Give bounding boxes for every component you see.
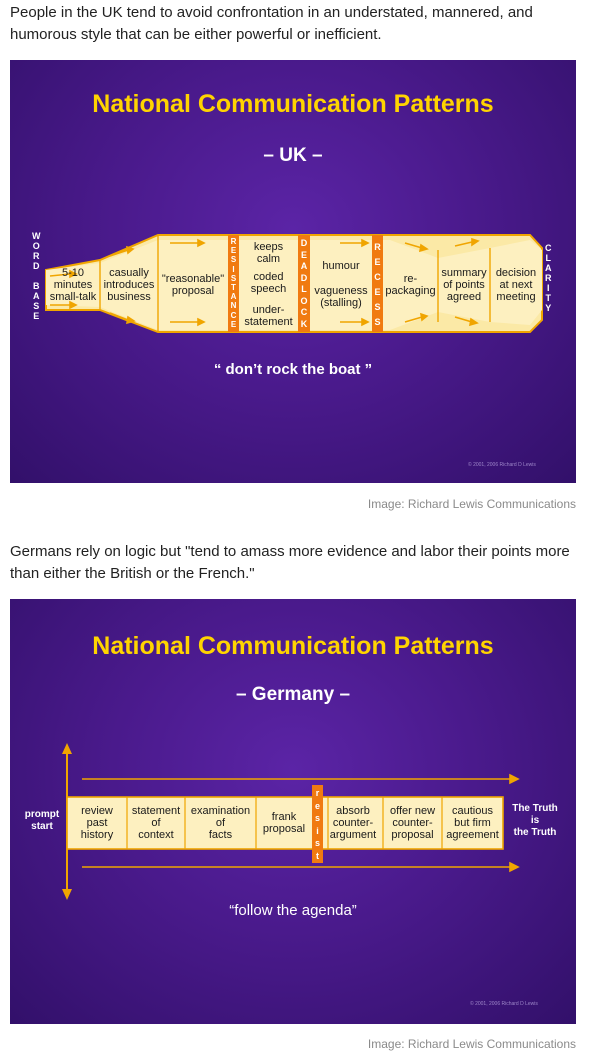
deadlock-letter: L [301, 284, 307, 294]
recess-letter: E [374, 287, 381, 297]
resistance-letter: S [230, 255, 237, 265]
deadlock-letter: C [300, 307, 308, 317]
word-base-letter: E [33, 311, 40, 321]
resistance-letter: E [230, 246, 237, 256]
clarity-label: C L A R I T Y [545, 243, 552, 313]
uk-stage-understatement: under- statement [244, 304, 293, 328]
intro-paragraph-uk: People in the UK tend to avoid confronta… [10, 4, 533, 43]
intro-paragraph-germany: Germans rely on logic but "tend to amass… [10, 543, 570, 582]
resist-letter: i [316, 825, 319, 836]
uk-stage-keeps-calm: keeps calm [253, 241, 284, 265]
word-base-letter: O [32, 241, 40, 251]
deadlock-letter: O [300, 295, 308, 306]
recess-letter: C [374, 272, 381, 282]
recess-bar: R E C E S S [373, 240, 382, 330]
uk-diagram-title: National Communication Patterns [92, 90, 494, 118]
resist-bar: r e s i s t [312, 787, 323, 862]
germany-stage-agreement: cautious but firm agreement [446, 805, 499, 841]
recess-letter: R [374, 242, 381, 252]
germany-copyright: © 2001, 2006 Richard D Lewis [470, 1001, 538, 1007]
recess-letter: E [374, 257, 381, 267]
deadlock-bar: D E A D L O C K [299, 238, 309, 330]
word-base-letter: D [33, 261, 40, 271]
uk-stage-summary: summary of points agreed [441, 267, 487, 303]
word-base-letter: B [33, 281, 40, 291]
uk-stage-decision: decision at next meeting [495, 267, 537, 303]
uk-stage-humour: humour [322, 260, 360, 272]
caption-germany: Image: Richard Lewis Communications [367, 1037, 576, 1051]
word-base-label: W O R D B A S E [32, 231, 41, 321]
germany-diagram-title: National Communication Patterns [92, 632, 494, 660]
resist-letter: t [316, 850, 319, 861]
germany-stage-counterproposal: offer new counter- proposal [389, 805, 436, 841]
clarity-letter: Y [545, 303, 552, 313]
germany-quote: “follow the agenda” [229, 902, 357, 919]
germany-stage-review-history: review past history [80, 805, 114, 841]
germany-stage-absorb-counterargument: absorb counter- argument [329, 805, 377, 841]
resistance-letter: E [230, 319, 237, 329]
uk-quote: “ don’t rock the boat ” [213, 361, 373, 378]
clarity-letter: I [546, 283, 550, 293]
germany-stage-examination-facts: examination of facts [190, 805, 251, 841]
deadlock-letter: K [300, 318, 308, 329]
uk-stage-vagueness: vagueness (stalling) [314, 285, 368, 309]
resistance-letter: S [230, 273, 237, 283]
resist-letter: e [314, 800, 320, 811]
resistance-letter: N [230, 301, 237, 311]
uk-diagram-subtitle: – UK – [263, 145, 323, 166]
deadlock-letter: D [300, 272, 308, 283]
word-base-letter: R [33, 251, 40, 261]
clarity-letter: A [545, 263, 552, 273]
recess-letter: S [374, 302, 381, 312]
uk-stage-repackaging: re- packaging [385, 273, 436, 297]
uk-stage-coded-speech: coded speech [250, 271, 287, 295]
resist-letter: r [315, 788, 320, 798]
resistance-bar: R E S I S T A N C E [229, 237, 238, 329]
resistance-letter: C [230, 310, 237, 320]
word-base-letter: W [32, 231, 41, 241]
prompt-start-label: prompt start [24, 809, 60, 832]
resist-letter: s [314, 813, 320, 823]
word-base-letter: S [33, 301, 40, 311]
uk-copyright: © 2001, 2006 Richard D Lewis [468, 462, 536, 468]
uk-stage-introduces-business: casually introduces business [103, 267, 155, 303]
resistance-letter: T [231, 283, 236, 293]
resistance-letter: I [232, 264, 235, 274]
clarity-letter: C [545, 243, 552, 253]
resistance-letter: A [230, 292, 237, 302]
deadlock-letter: D [300, 238, 308, 248]
recess-letter: S [374, 317, 381, 327]
uk-diagram: National Communication Patterns – UK – [10, 60, 576, 483]
clarity-letter: R [545, 273, 552, 283]
deadlock-letter: A [300, 261, 308, 271]
caption-uk: Image: Richard Lewis Communications [367, 497, 576, 511]
clarity-letter: T [545, 293, 552, 303]
resist-letter: s [314, 838, 320, 848]
clarity-letter: L [545, 253, 552, 263]
resistance-letter: R [230, 237, 237, 246]
uk-stage-reasonable-proposal: "reasonable" proposal [161, 273, 225, 297]
word-base-letter: A [33, 291, 40, 301]
germany-diagram: National Communication Patterns – German… [10, 599, 576, 1024]
germany-stage-frank-proposal: frank proposal [262, 811, 306, 835]
germany-stage-statement-context: statement of context [131, 805, 181, 841]
uk-shape [45, 234, 543, 333]
germany-diagram-subtitle: – Germany – [235, 684, 351, 705]
uk-stage-small-talk: 5-10 minutes small-talk [49, 267, 97, 303]
the-truth-label: The Truth is the Truth [512, 803, 558, 838]
deadlock-letter: E [300, 249, 307, 260]
germany-shape [62, 743, 520, 900]
